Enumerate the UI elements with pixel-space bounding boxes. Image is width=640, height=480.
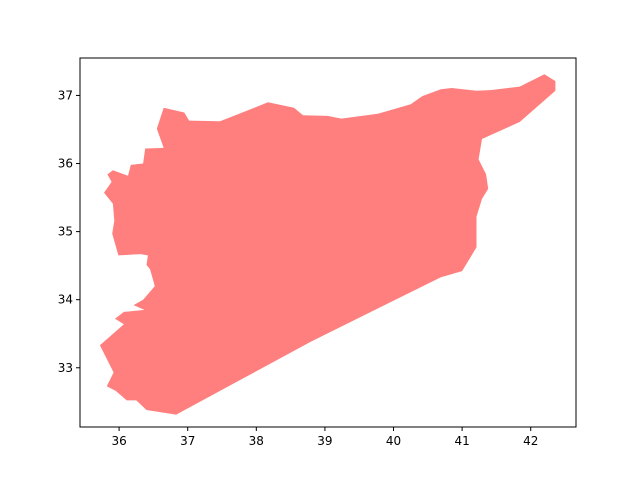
x-tick-label: 36 — [111, 434, 126, 448]
y-tick-label: 34 — [58, 293, 73, 307]
y-tick-label: 35 — [58, 225, 73, 239]
x-tick-label: 41 — [454, 434, 469, 448]
x-tick-label: 38 — [249, 434, 264, 448]
y-axis: 33 34 35 36 37 — [58, 88, 80, 375]
y-tick-label: 36 — [58, 157, 73, 171]
x-tick-label: 37 — [180, 434, 195, 448]
x-axis: 36 37 38 39 40 41 42 — [111, 427, 538, 448]
filled-region-0 — [99, 74, 556, 415]
plot-area — [99, 74, 556, 415]
axes-frame — [79, 57, 577, 428]
x-tick-label: 42 — [523, 434, 538, 448]
y-tick-label: 33 — [58, 361, 73, 375]
x-tick-label: 39 — [317, 434, 332, 448]
y-tick-label: 37 — [58, 88, 73, 102]
x-tick-label: 40 — [386, 434, 401, 448]
